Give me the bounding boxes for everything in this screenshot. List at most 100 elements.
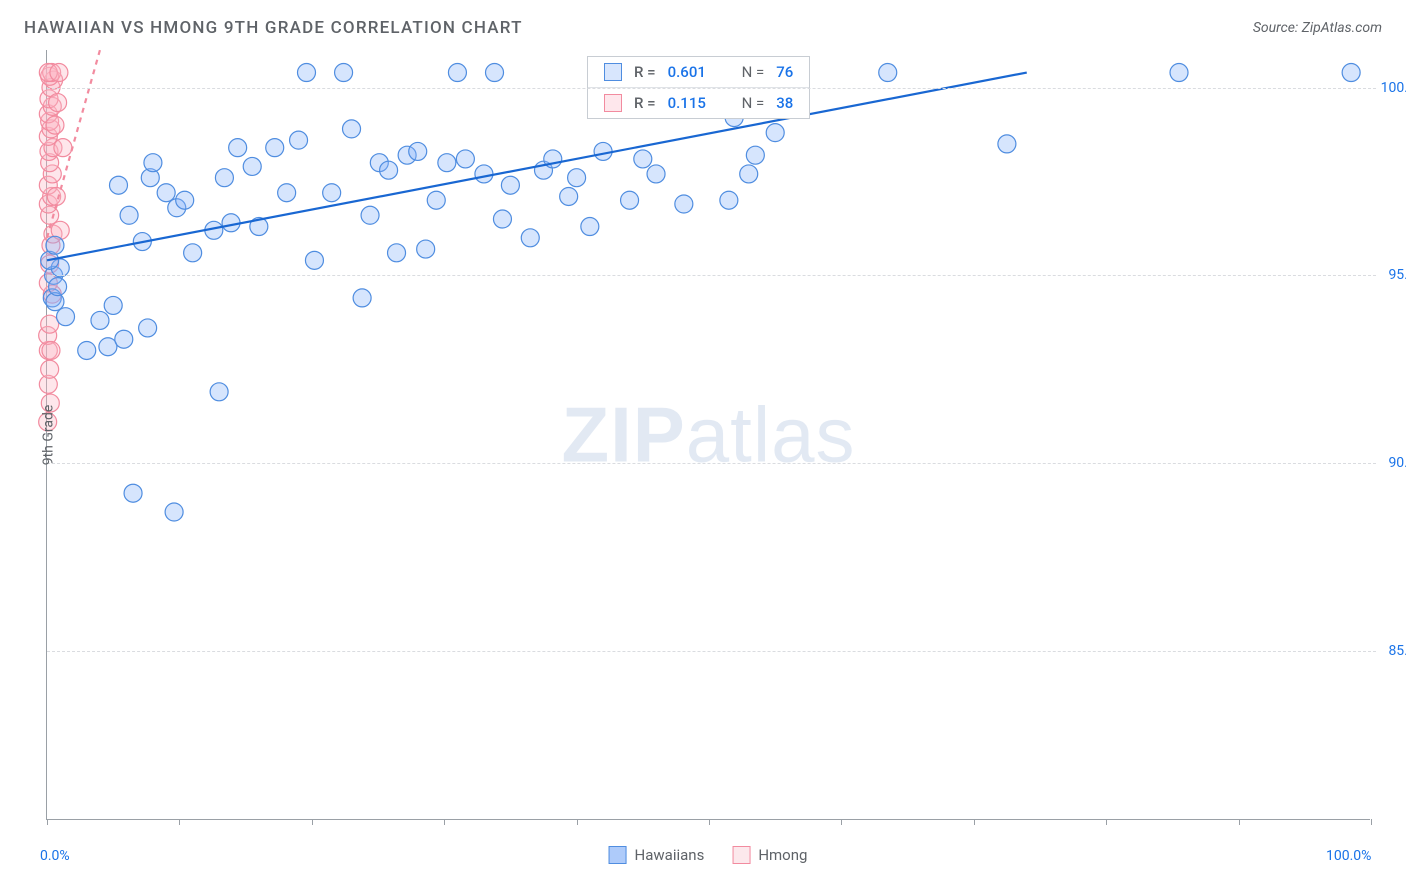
x-tick [312, 819, 313, 825]
scatter-point [720, 191, 738, 209]
scatter-svg [47, 50, 1370, 819]
x-tick [974, 819, 975, 825]
n-value: 38 [776, 94, 793, 112]
scatter-point [621, 191, 639, 209]
scatter-point [243, 157, 261, 175]
scatter-point [139, 319, 157, 337]
scatter-point [647, 165, 665, 183]
x-tick [1371, 819, 1372, 825]
scatter-point [49, 278, 67, 296]
r-label: R = [634, 94, 656, 112]
scatter-point [456, 150, 474, 168]
scatter-point [1170, 64, 1188, 82]
scatter-point [1342, 64, 1360, 82]
scatter-point [501, 176, 519, 194]
legend-swatch [732, 846, 750, 864]
legend-swatch [609, 846, 627, 864]
scatter-point [266, 139, 284, 157]
scatter-point [176, 191, 194, 209]
plot-canvas: ZIPatlas R =0.601N =76R =0.115N =38 85.0… [46, 50, 1370, 820]
scatter-point [104, 296, 122, 314]
legend-item: Hmong [732, 846, 807, 864]
x-tick-label: 0.0% [40, 848, 70, 864]
source-label: Source: ZipAtlas.com [1253, 20, 1382, 36]
y-axis-label: 9th Grade [40, 405, 56, 466]
scatter-point [290, 131, 308, 149]
scatter-point [215, 169, 233, 187]
scatter-point [581, 218, 599, 236]
scatter-point [305, 251, 323, 269]
scatter-point [124, 484, 142, 502]
x-tick [444, 819, 445, 825]
y-tick-label: 100.0% [1381, 80, 1406, 96]
x-tick [47, 819, 48, 825]
gridline [47, 275, 1376, 276]
scatter-point [157, 184, 175, 202]
scatter-point [388, 244, 406, 262]
x-tick [841, 819, 842, 825]
x-tick [709, 819, 710, 825]
x-tick [577, 819, 578, 825]
series-legend: Hawaiians Hmong [609, 846, 808, 864]
scatter-point [740, 165, 758, 183]
scatter-point [41, 315, 59, 333]
legend-swatch [604, 63, 622, 81]
scatter-point [343, 120, 361, 138]
scatter-point [47, 187, 65, 205]
scatter-point [229, 139, 247, 157]
y-tick-label: 90.0% [1388, 455, 1406, 471]
scatter-point [91, 311, 109, 329]
scatter-point [50, 64, 68, 82]
legend-item: Hawaiians [609, 846, 705, 864]
scatter-point [78, 341, 96, 359]
scatter-point [427, 191, 445, 209]
scatter-point [120, 206, 138, 224]
scatter-point [54, 139, 72, 157]
stats-row: R = 0.115 N = 38 [588, 87, 809, 118]
n-value: 76 [776, 63, 793, 81]
scatter-point [568, 169, 586, 187]
x-tick [1239, 819, 1240, 825]
scatter-point [184, 244, 202, 262]
scatter-point [144, 154, 162, 172]
scatter-point [46, 116, 64, 134]
n-label: N = [742, 94, 765, 112]
scatter-point [57, 308, 75, 326]
scatter-point [323, 184, 341, 202]
gridline [47, 463, 1376, 464]
scatter-point [475, 165, 493, 183]
scatter-point [675, 195, 693, 213]
scatter-point [41, 360, 59, 378]
scatter-point [998, 135, 1016, 153]
y-tick-label: 95.0% [1388, 267, 1406, 283]
gridline [47, 651, 1376, 652]
r-label: R = [634, 63, 656, 81]
scatter-point [521, 229, 539, 247]
scatter-point [49, 94, 67, 112]
r-value: 0.115 [668, 94, 716, 112]
scatter-point [438, 154, 456, 172]
legend-label: Hmong [758, 846, 807, 864]
x-tick-label: 100.0% [1326, 848, 1371, 864]
scatter-point [361, 206, 379, 224]
stats-row: R = 0.601 N = 76 [588, 57, 809, 87]
scatter-point [353, 289, 371, 307]
scatter-point [115, 330, 133, 348]
scatter-point [448, 64, 466, 82]
scatter-point [879, 64, 897, 82]
scatter-point [109, 176, 127, 194]
scatter-point [99, 338, 117, 356]
chart-title: HAWAIIAN VS HMONG 9TH GRADE CORRELATION … [24, 18, 523, 38]
y-tick-label: 85.0% [1388, 643, 1406, 659]
chart-header: HAWAIIAN VS HMONG 9TH GRADE CORRELATION … [0, 0, 1406, 38]
gridline [47, 88, 1376, 89]
scatter-point [560, 187, 578, 205]
legend-swatch [604, 94, 622, 112]
n-label: N = [742, 63, 765, 81]
scatter-point [335, 64, 353, 82]
scatter-point [594, 142, 612, 160]
scatter-point [634, 150, 652, 168]
scatter-point [486, 64, 504, 82]
r-value: 0.601 [668, 63, 716, 81]
scatter-point [278, 184, 296, 202]
